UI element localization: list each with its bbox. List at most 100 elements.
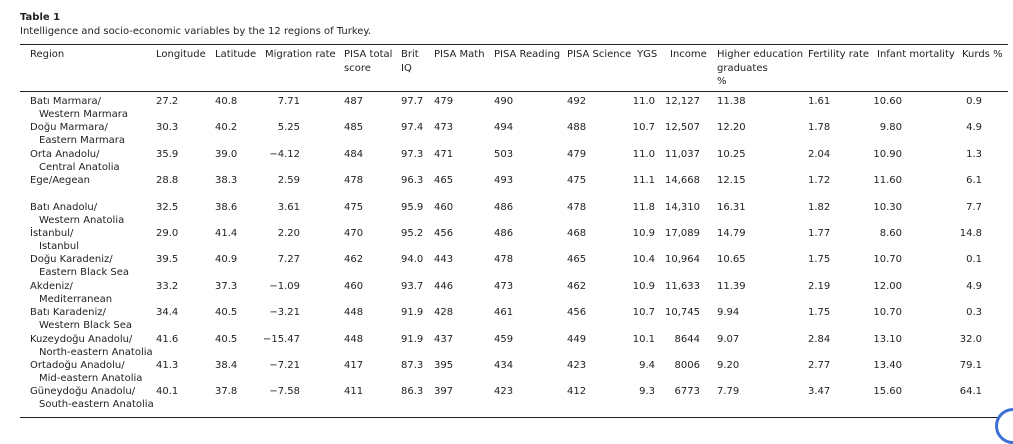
column-header: score bbox=[344, 62, 371, 74]
region-name-en: Istanbul bbox=[39, 241, 80, 252]
table-cell: 10,745 bbox=[665, 307, 700, 319]
table-cell: 10.9 bbox=[632, 228, 655, 239]
table-cell: 12,127 bbox=[665, 96, 700, 107]
table-cell: 475 bbox=[567, 175, 587, 187]
table-cell: 412 bbox=[567, 386, 587, 398]
table-cell: 448 bbox=[344, 307, 364, 319]
table-cell: 14,310 bbox=[665, 201, 700, 213]
table-cell: 64.1 bbox=[959, 386, 982, 398]
table-cell: −15.47 bbox=[262, 333, 300, 345]
table-cell: 471 bbox=[434, 148, 454, 160]
table-cell: 395 bbox=[434, 360, 454, 371]
table-cell: 468 bbox=[567, 228, 587, 239]
table-cell: 97.3 bbox=[401, 148, 424, 160]
table-cell: −3.21 bbox=[269, 307, 300, 319]
table-cell: 94.0 bbox=[401, 254, 424, 266]
table-cell: −1.09 bbox=[269, 280, 300, 292]
table-cell: 9.07 bbox=[717, 333, 740, 345]
table-cell: 3.61 bbox=[277, 201, 300, 213]
table-cell: 10.9 bbox=[632, 280, 655, 292]
table-cell: 487 bbox=[344, 96, 364, 107]
table-cell: 1.82 bbox=[808, 201, 831, 213]
region-name-en: Western Anatolia bbox=[39, 214, 125, 226]
table-cell: 10.30 bbox=[873, 201, 902, 213]
table-cell: 10.70 bbox=[873, 254, 902, 266]
column-header: Fertility rate bbox=[808, 49, 870, 60]
table-cell: 95.9 bbox=[401, 201, 424, 213]
table-cell: 10.1 bbox=[632, 333, 655, 345]
table-cell: 41.3 bbox=[156, 360, 179, 371]
table-cell: 459 bbox=[494, 333, 514, 345]
table-cell: 493 bbox=[494, 175, 514, 187]
column-header: PISA total bbox=[344, 49, 393, 60]
table-cell: 79.1 bbox=[959, 360, 982, 371]
region-name-en: North-eastern Anatolia bbox=[39, 346, 153, 358]
table-cell: 40.5 bbox=[215, 307, 238, 319]
table-cell: 40.8 bbox=[215, 96, 238, 107]
region-name: İstanbul/ bbox=[30, 228, 74, 239]
table-cell: 494 bbox=[494, 122, 514, 134]
region-name-en: Mediterranean bbox=[39, 293, 113, 305]
table-cell: 14,668 bbox=[665, 175, 700, 187]
table-cell: 470 bbox=[344, 228, 364, 239]
table-cell: 411 bbox=[344, 386, 364, 398]
table-cell: 32.5 bbox=[156, 201, 179, 213]
table-cell: 12.00 bbox=[873, 280, 902, 292]
table-cell: 465 bbox=[567, 254, 587, 266]
table-cell: 14.79 bbox=[717, 228, 746, 239]
table-cell: 473 bbox=[434, 122, 454, 134]
region-name: Batı Karadeniz/ bbox=[30, 307, 106, 319]
region-name: Batı Marmara/ bbox=[30, 96, 102, 107]
column-header: Migration rate bbox=[265, 49, 336, 60]
table-cell: 7.7 bbox=[966, 201, 982, 213]
table-cell: 91.9 bbox=[401, 307, 424, 319]
column-header: Income bbox=[670, 49, 707, 60]
table-cell: 37.3 bbox=[215, 280, 238, 292]
table-cell: 16.31 bbox=[717, 201, 746, 213]
table-cell: 97.7 bbox=[401, 96, 424, 107]
table-label: Table 1 bbox=[20, 12, 61, 23]
table-cell: 39.5 bbox=[156, 254, 179, 266]
column-header: Latitude bbox=[215, 49, 257, 60]
column-header: Kurds % bbox=[962, 49, 1003, 60]
table-cell: 7.27 bbox=[277, 254, 300, 266]
table-cell: 2.04 bbox=[808, 148, 831, 160]
table-cell: 0.9 bbox=[966, 96, 982, 107]
table-cell: 4.9 bbox=[966, 122, 982, 134]
table-cell: 34.4 bbox=[156, 307, 179, 319]
column-header: IQ bbox=[401, 62, 412, 74]
table-cell: 449 bbox=[567, 333, 587, 345]
table-cell: 11,037 bbox=[665, 148, 700, 160]
region-name-en: Eastern Marmara bbox=[39, 135, 125, 147]
table-cell: 443 bbox=[434, 254, 454, 266]
table-cell: −7.58 bbox=[269, 386, 300, 398]
region-name-en: Mid-eastern Anatolia bbox=[39, 373, 143, 384]
table-cell: 423 bbox=[567, 360, 587, 371]
table-cell: 87.3 bbox=[401, 360, 424, 371]
table-cell: 462 bbox=[567, 280, 587, 292]
table-cell: 2.19 bbox=[808, 280, 831, 292]
table-cell: 479 bbox=[567, 148, 587, 160]
table-top-rule bbox=[20, 44, 1008, 45]
table-cell: 490 bbox=[494, 96, 514, 107]
column-header: Brit bbox=[401, 49, 419, 60]
region-name: Orta Anadolu/ bbox=[30, 148, 100, 160]
floating-action-icon[interactable] bbox=[995, 408, 1013, 444]
table-cell: 93.7 bbox=[401, 280, 424, 292]
table-cell: 1.75 bbox=[808, 307, 831, 319]
table-cell: 11.39 bbox=[717, 280, 746, 292]
column-header: graduates bbox=[717, 62, 768, 74]
table-cell: 485 bbox=[344, 122, 364, 134]
column-header: % bbox=[717, 76, 727, 87]
region-name-en: South-eastern Anatolia bbox=[39, 399, 154, 411]
table-cell: 486 bbox=[494, 228, 514, 239]
table-cell: 1.3 bbox=[966, 148, 982, 160]
table-cell: 423 bbox=[494, 386, 514, 398]
table-cell: 10.70 bbox=[873, 307, 902, 319]
column-header: PISA Science bbox=[567, 49, 632, 60]
table-cell: 14.8 bbox=[959, 228, 982, 239]
table-cell: −4.12 bbox=[269, 148, 300, 160]
table-cell: 95.2 bbox=[401, 228, 424, 239]
table-cell: 6773 bbox=[674, 386, 700, 398]
table-cell: 10.60 bbox=[873, 96, 902, 107]
